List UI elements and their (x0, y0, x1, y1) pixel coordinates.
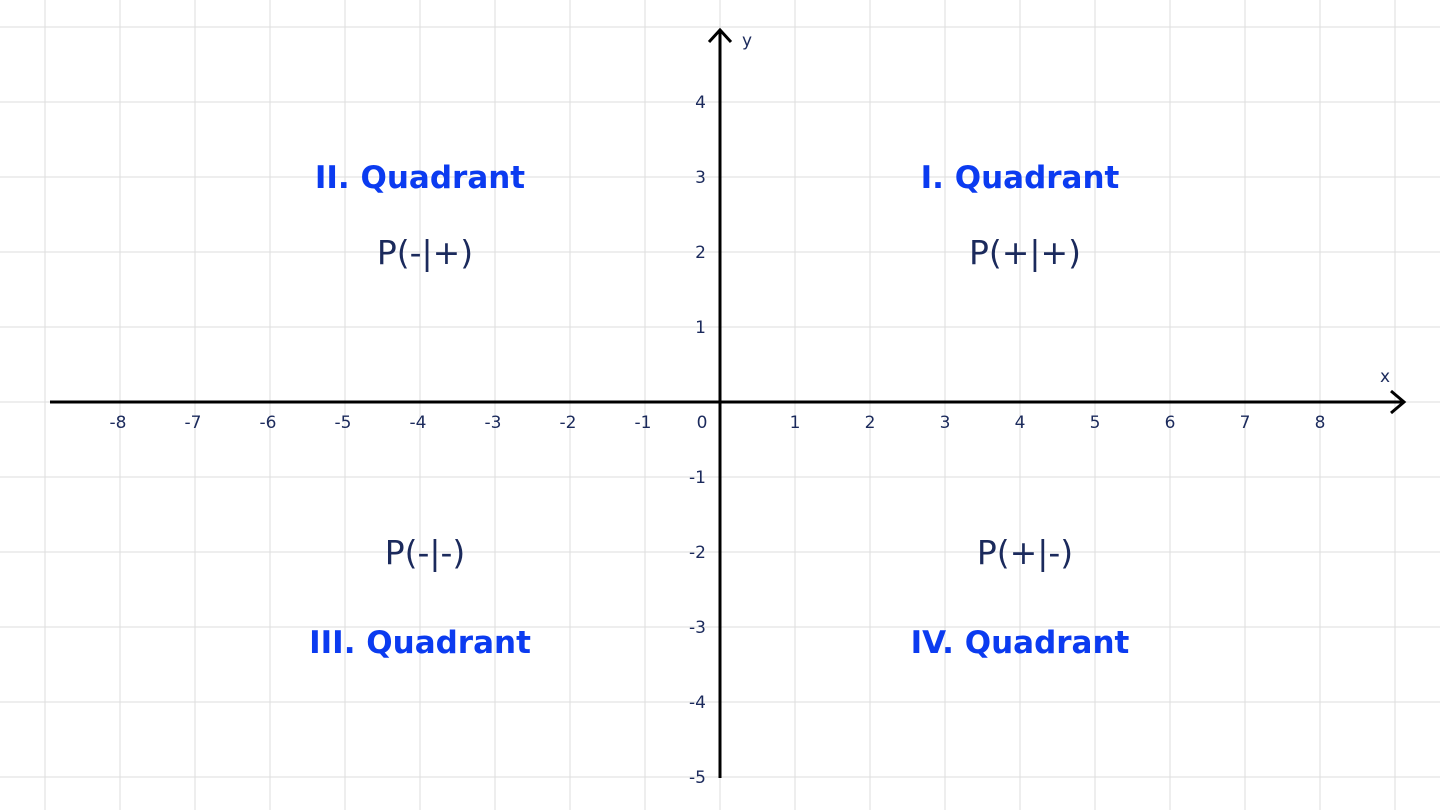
x-tick-label: -5 (335, 413, 352, 433)
quadrant-title: III. Quadrant (309, 625, 531, 661)
y-tick-label: -1 (689, 468, 706, 488)
quadrant-sign-point: P(-|-) (385, 533, 466, 572)
quadrant-title: IV. Quadrant (911, 625, 1130, 661)
quadrant-title: II. Quadrant (315, 160, 525, 196)
x-tick-label: -3 (485, 413, 502, 433)
x-tick-label: 3 (940, 413, 951, 433)
x-tick-label: -7 (185, 413, 202, 433)
x-tick-label: -2 (560, 413, 577, 433)
x-tick-label: 1 (790, 413, 801, 433)
y-tick-label: -5 (689, 768, 706, 788)
y-axis-label: y (742, 31, 752, 51)
origin-label: 0 (697, 413, 708, 433)
y-tick-label: 4 (695, 93, 706, 113)
axes: x y 0 (50, 27, 1407, 778)
quadrant-sign-point: P(-|+) (377, 233, 473, 272)
tick-labels: -8 -7 -6 -5 -4 -3 -2 -1 1 2 3 4 5 6 7 8 4 3 2 1 -1 -2 -3 -4 -5 (110, 93, 1326, 788)
x-tick-label: -8 (110, 413, 127, 433)
y-tick-label: 2 (695, 243, 706, 263)
quadrant-title: I. Quadrant (921, 160, 1120, 196)
x-tick-label: 5 (1090, 413, 1101, 433)
x-tick-label: -1 (635, 413, 652, 433)
y-tick-label: -4 (689, 693, 706, 713)
y-axis-arrow-icon (707, 27, 733, 44)
x-tick-label: 8 (1315, 413, 1326, 433)
x-tick-label: -6 (260, 413, 277, 433)
x-axis-arrow-icon (1390, 389, 1407, 415)
y-tick-label: -2 (689, 543, 706, 563)
quadrant-sign-point: P(+|+) (969, 233, 1081, 272)
quadrant-sign-point: P(+|-) (977, 533, 1073, 572)
y-tick-label: 3 (695, 168, 706, 188)
quadrant-labels: I. Quadrant P(+|+) II. Quadrant P(-|+) III. … (309, 160, 1129, 661)
x-tick-label: -4 (410, 413, 427, 433)
x-axis-label: x (1380, 367, 1390, 387)
y-tick-label: 1 (695, 318, 706, 338)
x-tick-label: 7 (1240, 413, 1251, 433)
x-tick-label: 4 (1015, 413, 1026, 433)
x-tick-label: 6 (1165, 413, 1176, 433)
x-tick-label: 2 (865, 413, 876, 433)
y-tick-label: -3 (689, 618, 706, 638)
